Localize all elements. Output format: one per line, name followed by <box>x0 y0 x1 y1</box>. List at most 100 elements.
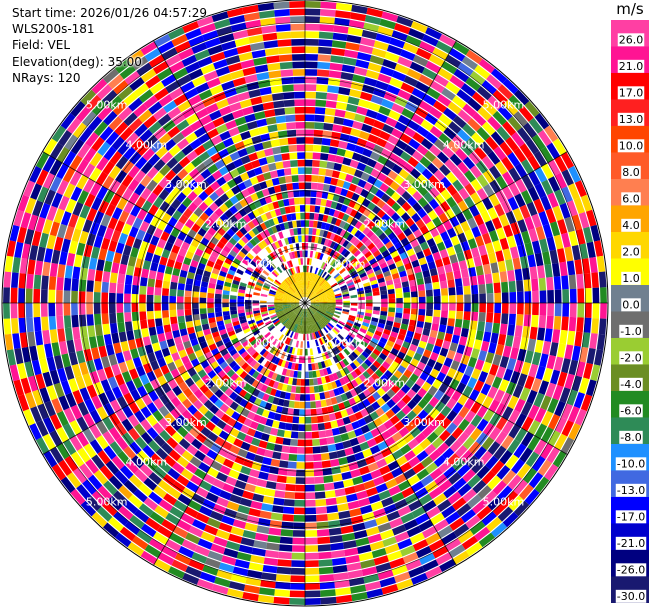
gate-cell <box>24 361 35 378</box>
gate-cell <box>357 497 371 508</box>
gate-cell <box>240 537 255 547</box>
gate-cell <box>122 350 132 362</box>
gate-cell <box>371 224 380 234</box>
gate-cell <box>387 170 399 181</box>
gate-cell <box>278 231 284 239</box>
gate-cell <box>66 472 82 489</box>
gate-cell <box>130 247 140 258</box>
gate-cell <box>568 230 579 247</box>
gate-cell <box>222 294 230 300</box>
gate-cell <box>51 249 61 264</box>
gate-cell <box>589 333 598 350</box>
gate-cell <box>396 389 406 399</box>
gate-cell <box>171 274 179 283</box>
gate-cell <box>257 518 271 527</box>
gate-cell <box>508 94 524 111</box>
gate-cell <box>391 404 401 415</box>
gate-cell <box>89 409 102 424</box>
gate-cell <box>108 116 123 131</box>
gate-cell <box>309 306 317 312</box>
gate-cell <box>111 262 120 274</box>
gate-cell <box>108 516 124 532</box>
gate-cell <box>184 303 192 310</box>
gate-cell <box>170 281 178 290</box>
gate-cell <box>333 572 349 581</box>
gate-cell <box>465 455 479 469</box>
gate-cell <box>366 367 375 376</box>
gate-cell <box>395 185 406 196</box>
gate-cell <box>196 578 214 591</box>
gate-cell <box>264 220 271 229</box>
gate-cell <box>299 289 303 298</box>
gate-cell <box>226 7 244 18</box>
gate-cell <box>296 291 302 299</box>
gate-cell <box>309 293 317 300</box>
gate-cell <box>383 270 391 278</box>
gate-cell <box>251 135 262 145</box>
gate-cell <box>161 74 177 87</box>
gate-cell <box>375 344 384 353</box>
gate-cell <box>428 175 440 187</box>
gate-cell <box>122 187 134 201</box>
gate-cell <box>310 301 320 303</box>
gate-cell <box>448 287 456 296</box>
gate-cell <box>452 192 464 204</box>
gate-cell <box>89 167 102 182</box>
gate-cell <box>460 354 470 366</box>
gate-cell <box>381 203 391 213</box>
gate-cell <box>361 472 373 483</box>
gate-cell <box>562 289 570 303</box>
gate-cell <box>314 362 320 370</box>
gate-cell <box>275 293 284 298</box>
gate-cell <box>276 341 283 349</box>
gate-cell <box>125 132 139 146</box>
gate-cell <box>347 430 357 440</box>
gate-cell <box>422 247 432 257</box>
gate-cell <box>193 279 201 287</box>
gate-cell <box>307 289 311 298</box>
gate-cell <box>176 192 187 203</box>
gate-cell <box>335 2 353 12</box>
gate-cell <box>271 242 278 251</box>
gate-cell <box>163 100 178 113</box>
gate-cell <box>460 268 469 279</box>
gate-cell <box>177 282 185 291</box>
gate-cell <box>64 226 75 241</box>
gate-cell <box>243 327 251 334</box>
gate-cell <box>448 471 462 485</box>
gate-cell <box>305 220 310 227</box>
gate-cell <box>126 330 135 341</box>
gate-cell <box>266 542 280 551</box>
gate-cell <box>449 342 458 352</box>
gate-cell <box>338 280 346 286</box>
gate-cell <box>328 185 337 193</box>
gate-cell <box>253 454 264 464</box>
gate-cell <box>397 505 412 517</box>
gate-cell <box>268 527 282 536</box>
gate-cell <box>332 124 343 133</box>
gate-cell <box>217 369 226 379</box>
gate-cell <box>566 200 578 217</box>
gate-cell <box>170 368 181 379</box>
gate-cell <box>178 47 195 60</box>
gate-cell <box>438 382 449 394</box>
gate-cell <box>557 343 566 358</box>
gate-cell <box>162 280 170 289</box>
gate-cell <box>365 306 373 311</box>
gate-cell <box>107 217 118 230</box>
gate-cell <box>297 272 301 282</box>
gate-cell <box>315 370 321 378</box>
gate-cell <box>224 318 232 325</box>
gate-cell <box>146 179 158 192</box>
gate-cell <box>235 367 244 376</box>
gate-cell <box>507 439 521 454</box>
gate-cell <box>399 374 409 384</box>
gate-cell <box>375 112 388 123</box>
gate-cell <box>422 269 431 278</box>
gate-cell <box>316 76 329 85</box>
gate-cell <box>213 58 228 70</box>
gate-cell <box>293 370 298 378</box>
gate-cell <box>305 23 320 31</box>
gate-cell <box>244 74 258 84</box>
gate-cell <box>487 475 502 490</box>
